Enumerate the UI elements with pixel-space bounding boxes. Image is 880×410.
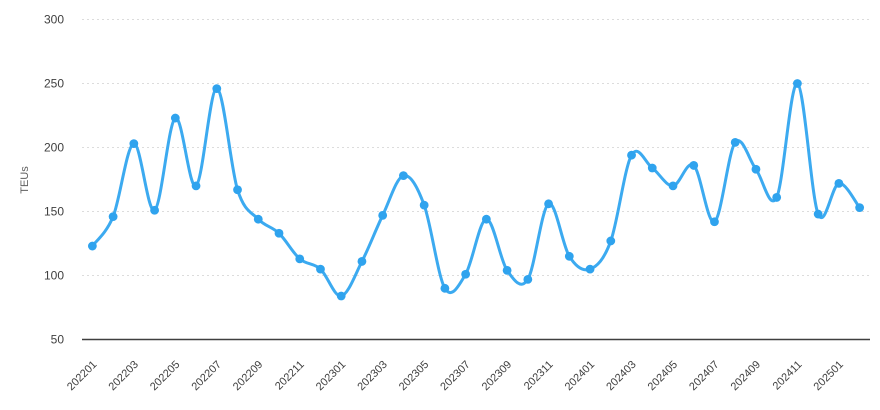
data-point-202312[interactable] bbox=[564, 251, 574, 261]
data-point-202204[interactable] bbox=[150, 205, 159, 215]
data-point-202304[interactable] bbox=[399, 171, 408, 181]
data-point-202402[interactable] bbox=[606, 236, 616, 246]
data-point-202207[interactable] bbox=[212, 84, 222, 94]
data-point-202412[interactable] bbox=[813, 209, 823, 219]
x-tick-label: 202301 bbox=[314, 359, 348, 393]
data-point-202202[interactable] bbox=[108, 212, 118, 222]
data-point-202212[interactable] bbox=[316, 264, 325, 274]
data-point-202408[interactable] bbox=[730, 137, 740, 147]
x-tick-label: 202403 bbox=[604, 359, 638, 393]
data-point-202410[interactable] bbox=[772, 193, 782, 202]
y-axis-title: TEUs bbox=[19, 166, 31, 194]
data-point-202302[interactable] bbox=[357, 257, 367, 266]
data-point-202310[interactable] bbox=[523, 274, 533, 284]
data-point-202206[interactable] bbox=[191, 181, 201, 191]
x-tick-label: 202501 bbox=[812, 359, 846, 393]
x-tick-label: 202207 bbox=[189, 359, 223, 393]
data-point-202303[interactable] bbox=[378, 210, 388, 220]
x-tick-label: 202409 bbox=[729, 359, 763, 393]
data-point-202203[interactable] bbox=[129, 139, 139, 149]
x-tick-label: 202203 bbox=[107, 359, 141, 393]
data-point-202208[interactable] bbox=[233, 185, 242, 195]
data-point-202411[interactable] bbox=[793, 79, 802, 88]
y-tick-label: 300 bbox=[44, 13, 64, 27]
series-line bbox=[90, 81, 862, 298]
y-tick-label: 100 bbox=[44, 269, 64, 283]
x-tick-label: 202401 bbox=[563, 359, 597, 393]
data-point-202403[interactable] bbox=[627, 150, 636, 160]
x-tick-label: 202303 bbox=[355, 359, 389, 393]
x-tick-label: 202305 bbox=[397, 359, 431, 393]
data-point-202306[interactable] bbox=[440, 283, 450, 293]
data-point-202211[interactable] bbox=[295, 254, 305, 264]
x-tick-label: 202407 bbox=[687, 359, 721, 393]
x-tick-label: 202209 bbox=[231, 359, 265, 393]
data-point-202308[interactable] bbox=[481, 214, 491, 224]
x-tick-label: 202205 bbox=[148, 359, 182, 393]
data-point-202502[interactable] bbox=[855, 203, 865, 213]
data-point-202401[interactable] bbox=[585, 264, 595, 274]
y-tick-label: 200 bbox=[44, 141, 64, 155]
x-tick-label: 202309 bbox=[480, 359, 514, 393]
data-point-202305[interactable] bbox=[419, 200, 429, 210]
y-tick-label: 50 bbox=[51, 333, 65, 347]
y-tick-label: 250 bbox=[44, 77, 64, 91]
data-point-202307[interactable] bbox=[461, 269, 471, 279]
data-point-202407[interactable] bbox=[710, 217, 719, 227]
y-tick-label: 150 bbox=[44, 205, 64, 219]
data-point-202311[interactable] bbox=[544, 199, 553, 209]
x-tick-label: 202411 bbox=[771, 359, 805, 393]
data-point-202406[interactable] bbox=[689, 161, 699, 170]
data-point-202404[interactable] bbox=[647, 163, 657, 173]
data-point-202501[interactable] bbox=[834, 178, 844, 188]
data-point-202309[interactable] bbox=[502, 265, 512, 275]
data-point-202209[interactable] bbox=[253, 214, 263, 224]
x-tick-label: 202201 bbox=[65, 359, 99, 393]
x-tick-label: 202307 bbox=[438, 359, 472, 393]
data-point-202409[interactable] bbox=[751, 164, 761, 174]
x-tick-label: 202311 bbox=[522, 359, 556, 393]
data-point-202205[interactable] bbox=[170, 113, 180, 123]
x-tick-label: 202405 bbox=[646, 359, 680, 393]
data-point-202210[interactable] bbox=[274, 228, 284, 238]
x-tick-label: 202211 bbox=[273, 359, 307, 393]
data-point-202201[interactable] bbox=[87, 241, 97, 251]
data-point-202301[interactable] bbox=[336, 291, 346, 301]
data-point-202405[interactable] bbox=[668, 181, 678, 191]
